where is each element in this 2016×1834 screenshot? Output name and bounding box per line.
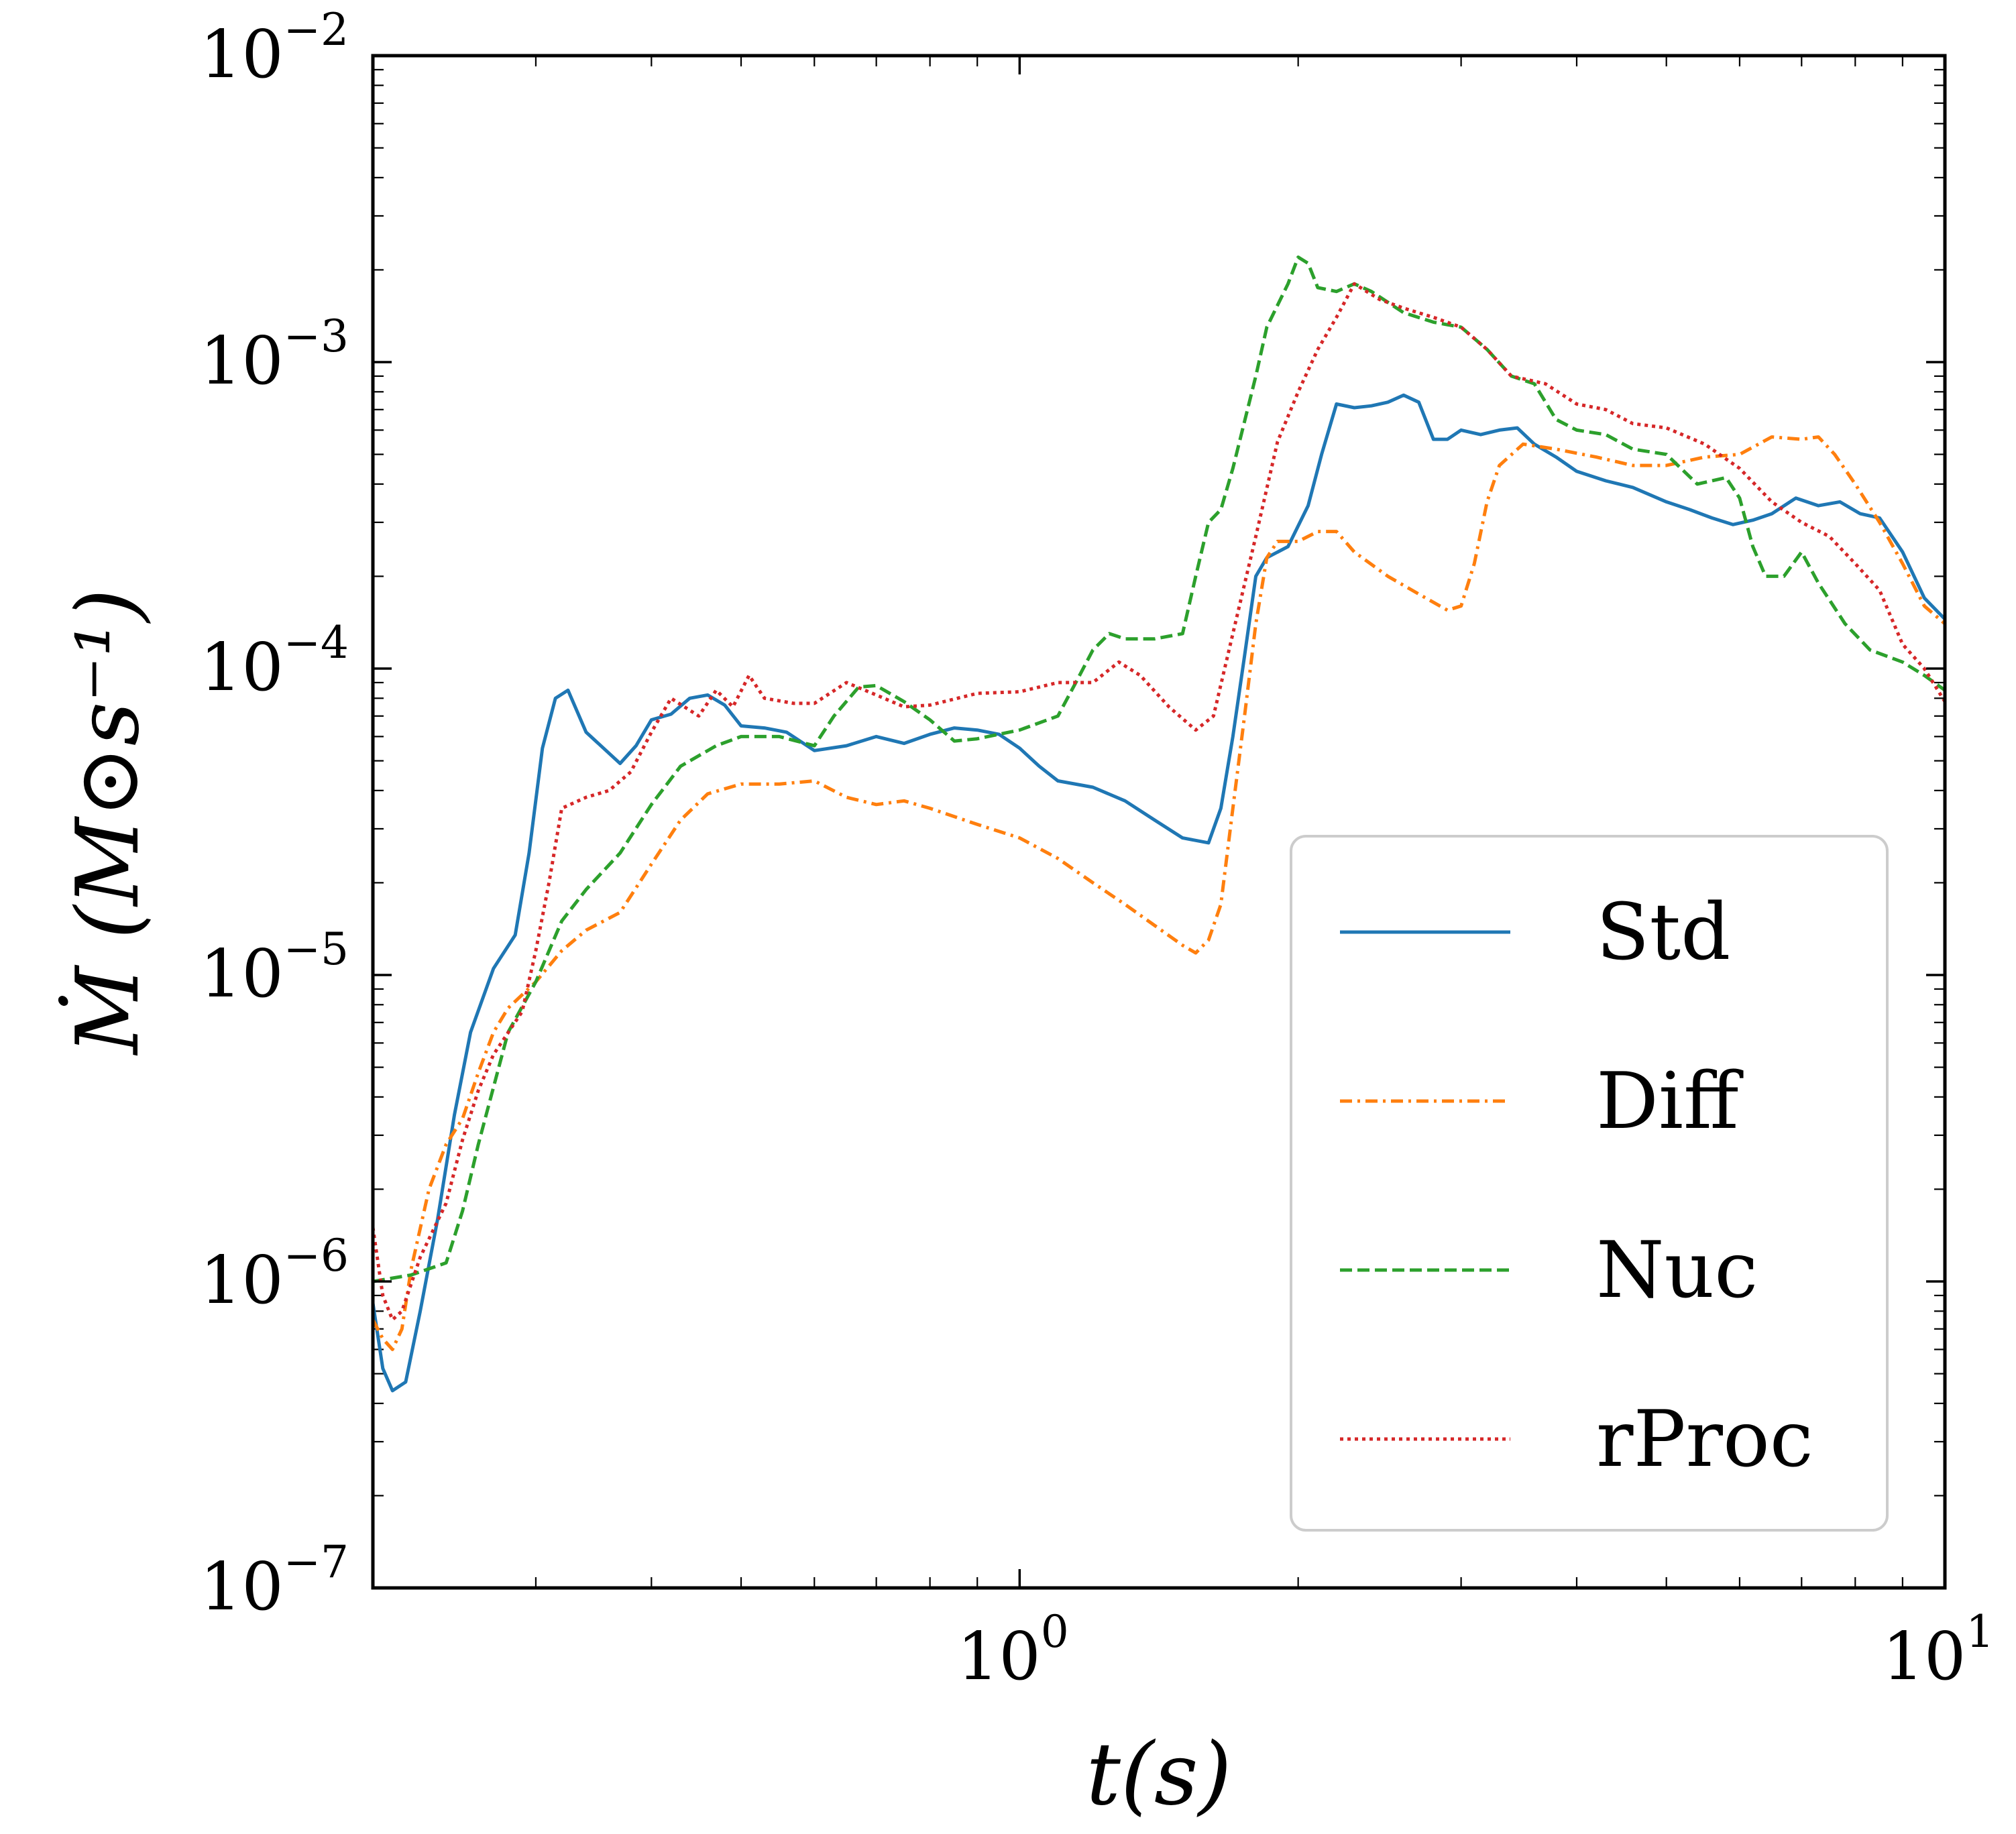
major-ticks bbox=[373, 54, 1946, 1589]
series-line-rproc bbox=[373, 282, 1945, 1322]
x-tick-label: 101 bbox=[1883, 1606, 1995, 1695]
legend-label-std: Std bbox=[1596, 887, 1730, 978]
series-line-nuc bbox=[373, 255, 1945, 1283]
x-axis-label: t(s) bbox=[1086, 1725, 1232, 1825]
legend-label-nuc: Nuc bbox=[1596, 1225, 1758, 1316]
legend-label-diff: Diff bbox=[1596, 1056, 1744, 1147]
x-tick-labels: 100 101 bbox=[957, 1606, 1994, 1695]
minor-ticks bbox=[373, 56, 1945, 1588]
legend-box bbox=[1290, 835, 1889, 1532]
y-tick-label: 10−5 bbox=[200, 923, 349, 1013]
y-tick-label: 10−2 bbox=[200, 4, 349, 93]
plot-frame bbox=[371, 54, 1947, 1590]
y-tick-label: 10−4 bbox=[200, 617, 349, 706]
y-tick-label: 10−3 bbox=[200, 310, 349, 400]
y-tick-label: 10−7 bbox=[200, 1536, 349, 1625]
x-tick-label: 100 bbox=[957, 1606, 1069, 1695]
series-line-std bbox=[373, 393, 1945, 1393]
y-tick-labels: 10−7 10−6 10−5 10−4 10−3 10−2 bbox=[200, 4, 349, 1625]
y-axis-label: Ṁ (M⊙s⁻¹) bbox=[58, 589, 158, 1056]
legend-label-rproc: rProc bbox=[1596, 1394, 1813, 1485]
legend: Std Diff Nuc rProc bbox=[1290, 835, 1889, 1532]
y-tick-label: 10−6 bbox=[200, 1230, 349, 1319]
series-layer bbox=[373, 255, 1945, 1393]
